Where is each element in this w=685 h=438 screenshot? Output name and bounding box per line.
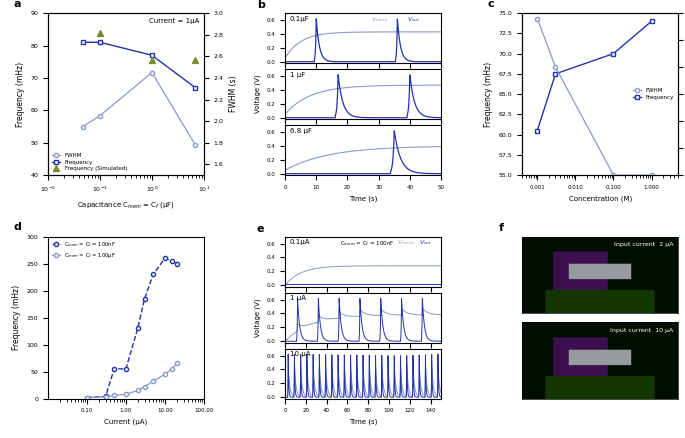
Text: 1 μA: 1 μA <box>290 295 306 301</box>
Y-axis label: Frequency (mHz): Frequency (mHz) <box>16 62 25 127</box>
Legend: FWHM, Frequency, Frequency (Simulated): FWHM, Frequency, Frequency (Simulated) <box>51 152 128 172</box>
C$_{mem}$ = C$_f$ = 100nF <box>134 326 142 331</box>
Point <box>190 57 201 64</box>
Text: c: c <box>488 0 495 9</box>
C$_{mem}$ = C$_f$ = 100μF <box>110 393 119 398</box>
Point <box>95 29 105 36</box>
Point <box>147 57 158 64</box>
C$_{mem}$ = C$_f$ = 100μF <box>122 392 130 397</box>
X-axis label: Concentration (M): Concentration (M) <box>569 195 632 202</box>
Text: $V_{mem}$: $V_{mem}$ <box>371 14 388 24</box>
Text: 10 μA: 10 μA <box>290 351 310 357</box>
C$_{mem}$ = C$_f$ = 100μF <box>140 384 149 389</box>
C$_{mem}$ = C$_f$ = 100nF <box>101 394 110 399</box>
Text: 0.1μA: 0.1μA <box>290 239 310 245</box>
X-axis label: Time (s): Time (s) <box>349 195 377 202</box>
Line: C$_{mem}$ = C$_f$ = 100μF: C$_{mem}$ = C$_f$ = 100μF <box>85 361 179 399</box>
C$_{mem}$ = C$_f$ = 100nF <box>122 366 130 371</box>
Text: d: d <box>14 222 21 232</box>
C$_{mem}$ = C$_f$ = 100nF <box>140 296 149 301</box>
Text: e: e <box>257 224 264 233</box>
Legend: C$_{mem}$ = C$_f$ = 100nF, C$_{mem}$ = C$_f$ = 100μF: C$_{mem}$ = C$_f$ = 100nF, C$_{mem}$ = C… <box>51 239 117 261</box>
C$_{mem}$ = C$_f$ = 100μF <box>161 372 169 377</box>
Text: a: a <box>14 0 21 9</box>
Line: C$_{mem}$ = C$_f$ = 100nF: C$_{mem}$ = C$_f$ = 100nF <box>85 256 179 399</box>
Legend: FWHM, Frequency: FWHM, Frequency <box>632 87 675 101</box>
Text: b: b <box>257 0 265 10</box>
C$_{mem}$ = C$_f$ = 100nF <box>168 258 176 264</box>
Text: f: f <box>499 223 503 233</box>
Text: Input current  2 μA: Input current 2 μA <box>614 242 673 247</box>
C$_{mem}$ = C$_f$ = 100μF <box>101 394 110 399</box>
Text: Current = 1μA: Current = 1μA <box>149 18 199 24</box>
Text: $V_{out}$: $V_{out}$ <box>419 238 433 247</box>
C$_{mem}$ = C$_f$ = 100μF <box>149 379 158 384</box>
C$_{mem}$ = C$_f$ = 100nF <box>83 395 91 400</box>
C$_{mem}$ = C$_f$ = 100nF <box>173 261 181 266</box>
C$_{mem}$ = C$_f$ = 100μF <box>83 395 91 400</box>
C$_{mem}$ = C$_f$ = 100μF <box>134 388 142 393</box>
C$_{mem}$ = C$_f$ = 100μF <box>173 361 181 366</box>
X-axis label: Current (μA): Current (μA) <box>104 419 147 425</box>
Y-axis label: FWHM (s): FWHM (s) <box>229 76 238 113</box>
Y-axis label: Frequency (mHz): Frequency (mHz) <box>484 62 493 127</box>
X-axis label: Time (s): Time (s) <box>349 419 377 425</box>
X-axis label: Capacitance C$_{mem}$ = C$_f$ (μF): Capacitance C$_{mem}$ = C$_f$ (μF) <box>77 200 175 210</box>
C$_{mem}$ = C$_f$ = 100nF <box>161 256 169 261</box>
Text: $V_{mem}$: $V_{mem}$ <box>397 238 414 247</box>
Text: $V_{out}$: $V_{out}$ <box>407 14 421 24</box>
C$_{mem}$ = C$_f$ = 100μF <box>168 366 176 371</box>
Y-axis label: Voltage (V): Voltage (V) <box>255 75 261 113</box>
C$_{mem}$ = C$_f$ = 100nF <box>110 366 119 371</box>
Text: 6.8 μF: 6.8 μF <box>290 127 312 134</box>
Text: 0.1μF: 0.1μF <box>290 16 310 21</box>
Y-axis label: Frequency (mHz): Frequency (mHz) <box>12 285 21 350</box>
C$_{mem}$ = C$_f$ = 100nF <box>149 272 158 277</box>
Y-axis label: Voltage (V): Voltage (V) <box>255 298 261 337</box>
Text: C$_{mem}$ = C$_f$ = 100nF: C$_{mem}$ = C$_f$ = 100nF <box>340 239 394 248</box>
Text: 1 μF: 1 μF <box>290 72 305 78</box>
Text: Input current  10 μA: Input current 10 μA <box>610 328 673 332</box>
